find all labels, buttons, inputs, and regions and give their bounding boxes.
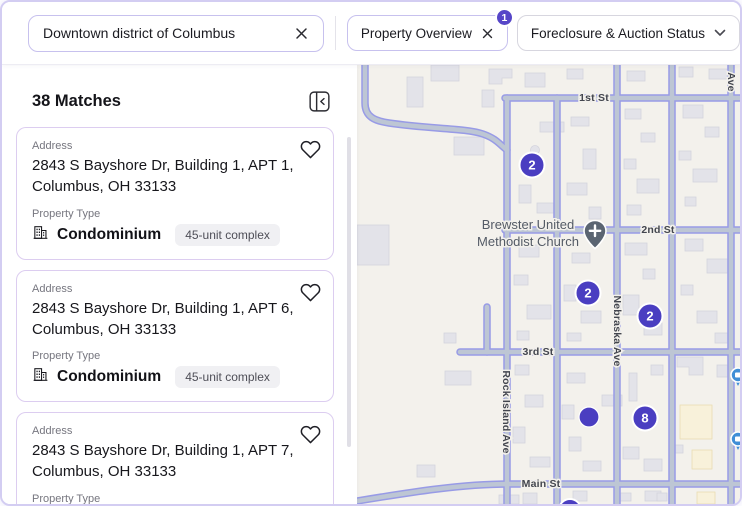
collapse-panel-icon[interactable] [309,91,330,112]
top-bar: Downtown district of Columbus Property O… [2,2,740,65]
filter-chip-label: Property Overview [360,25,472,41]
street-label-ave: Ave [725,72,737,91]
church-poi: Brewster United Methodist Church [476,216,607,251]
church-label-line2: Methodist Church [477,234,579,249]
map-background [357,65,740,504]
remove-filter-icon[interactable] [481,27,494,40]
property-card[interactable]: Address 2843 S Bayshore Dr, Building 1, … [16,127,334,260]
map-cluster-marker[interactable]: 2 [518,151,546,179]
address-text: 2843 S Bayshore Dr, Building 1, APT 1, C… [32,157,294,196]
street-label-1st-st: 1st St [579,92,609,104]
map-dot-marker[interactable] [578,406,600,428]
building-icon [32,366,49,388]
map-cluster-marker[interactable]: 8 [631,404,659,432]
unit-complex-badge: 45-unit complex [175,366,280,389]
address-text: 2843 S Bayshore Dr, Building 1, APT 6, C… [32,299,294,338]
map-buildings [357,65,732,504]
filter-chip-foreclosure-status[interactable]: Foreclosure & Auction Status [516,15,740,51]
property-type-value: Condominium [57,225,162,243]
results-panel: 38 Matches Address 2843 S Bayshore Dr, B… [2,65,357,504]
map-roads-fill [357,65,740,504]
church-icon [583,219,607,250]
poi-pin-icon [730,431,740,450]
poi-pin-icon [730,367,740,386]
svg-text:2: 2 [528,158,535,173]
property-card[interactable]: Address 2843 S Bayshore Dr, Building 1, … [16,269,334,403]
matches-count: 38 Matches [32,92,121,110]
svg-text:2: 2 [646,309,653,324]
search-input[interactable]: Downtown district of Columbus [28,14,324,52]
map-cluster-marker-partial[interactable] [559,498,581,504]
property-type-label: Property Type [32,492,101,505]
map-svg: 1st St 2nd St 3rd St Main St Nebraska Av… [357,65,740,504]
clear-search-icon[interactable] [294,26,309,41]
favorite-heart-icon[interactable] [300,424,321,450]
filter-chip-property-overview[interactable]: Property Overview 1 [346,8,514,51]
street-label-rock-island-ave: Rock Island Ave [500,370,512,453]
results-header: 38 Matches [2,65,357,127]
street-label-2nd-st: 2nd St [641,224,675,236]
map-canvas[interactable]: 1st St 2nd St 3rd St Main St Nebraska Av… [357,65,740,504]
street-label-nebraska-ave: Nebraska Ave [611,295,623,366]
svg-text:8: 8 [641,411,648,426]
address-label: Address [32,282,73,295]
svg-text:2: 2 [584,286,591,301]
filter-count-badge: 1 [494,8,514,27]
property-type-label: Property Type [32,350,101,363]
favorite-heart-icon[interactable] [300,282,321,308]
building-icon [32,224,49,246]
street-label-main-st: Main St [522,478,561,490]
address-label: Address [32,425,73,438]
map-cluster-marker[interactable]: 2 [636,302,664,330]
scrollbar[interactable] [347,137,351,447]
map-cluster-marker[interactable]: 2 [574,279,602,307]
unit-complex-badge: 45-unit complex [175,223,280,246]
property-card[interactable]: Address 2843 S Bayshore Dr, Building 1, … [16,412,334,505]
results-list: Address 2843 S Bayshore Dr, Building 1, … [2,127,357,505]
topbar-divider [334,16,336,50]
property-type-value: Condominium [57,368,162,386]
content-area: 38 Matches Address 2843 S Bayshore Dr, B… [2,65,740,504]
address-text: 2843 S Bayshore Dr, Building 1, APT 7, C… [32,442,294,481]
filter-chip-label: Foreclosure & Auction Status [530,25,705,41]
street-label-3rd-st: 3rd St [523,346,554,358]
chevron-down-icon[interactable] [714,29,726,37]
favorite-heart-icon[interactable] [300,139,321,165]
property-type-label: Property Type [32,207,101,220]
church-label-line1: Brewster United [482,217,574,232]
search-value: Downtown district of Columbus [43,25,236,41]
address-label: Address [32,140,73,152]
